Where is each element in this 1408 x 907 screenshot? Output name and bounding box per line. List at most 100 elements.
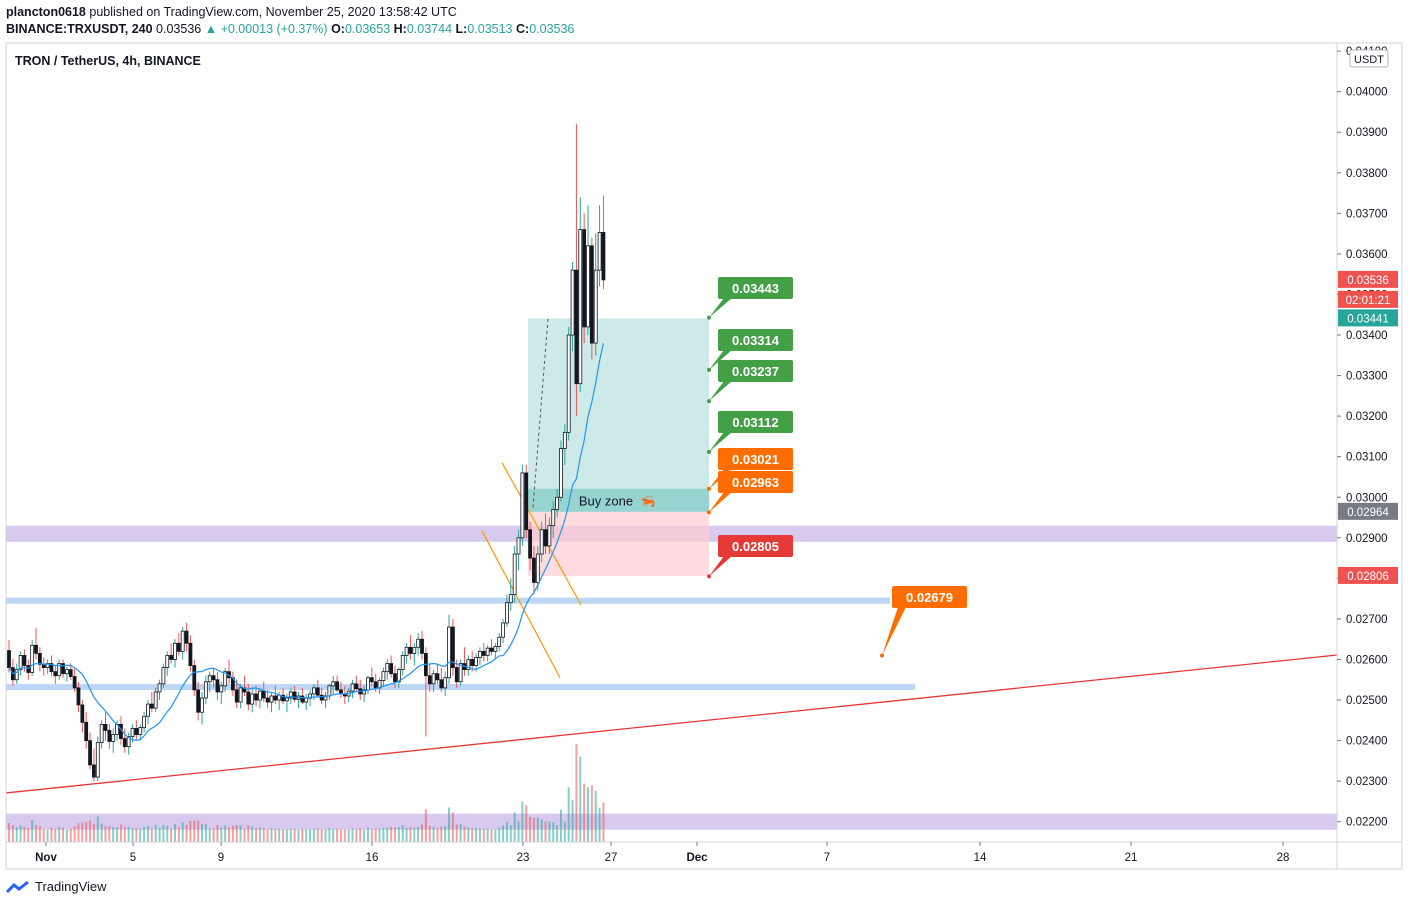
volume-bar [77,823,80,842]
volume-bar [262,827,265,842]
y-tick-label: 0.02600 [1346,654,1388,666]
volume-bar [517,821,520,842]
candle-body [474,657,478,666]
candle-body [481,650,486,656]
volume-bar [544,821,547,842]
volume-bar [598,807,601,842]
candle-body [80,704,85,723]
candle-body [566,334,571,433]
target-label[interactable]: 0.03443 [707,277,793,320]
candle-body [192,665,197,691]
ascending-support-line [5,654,1338,794]
target-box [718,471,793,493]
candle-body [574,269,579,385]
volume-bar [65,829,68,842]
volume-bar [81,822,84,842]
price-badge-text: 0.03441 [1347,313,1389,325]
candle-body [331,681,336,687]
candle-body [396,669,401,683]
candle-body [485,647,490,656]
candle-body [458,663,463,683]
volume-bar [471,828,474,842]
volume-bar [58,826,61,842]
target-label[interactable]: 0.03021 [707,448,793,491]
tradingview-footer[interactable]: TradingView [6,879,107,894]
candle-body [92,764,96,778]
candle-body [273,695,278,701]
volume-bar [463,826,466,842]
volume-bar [351,828,354,842]
candle-body [184,630,189,644]
publisher-name[interactable]: plancton0618 [6,5,86,19]
candle-body [285,697,289,702]
volume-bar [119,824,122,842]
volume-bar [185,825,188,842]
x-tick-label: 7 [824,852,830,864]
candle-body [99,723,104,744]
l-label: L: [455,22,468,36]
footer-brand: TradingView [35,879,107,894]
x-tick-label: 16 [366,852,379,864]
candle-body [520,472,525,539]
volume-bar [270,828,273,842]
volume-bar [251,826,254,842]
volume-bar [359,828,362,842]
candle-body [149,703,154,709]
target-pointer [709,492,732,513]
y-tick-label: 0.03600 [1346,249,1388,261]
projection-line [532,318,549,508]
candle-body [180,630,185,652]
target-label[interactable]: 0.02963 [707,471,793,515]
candle-body [238,687,243,703]
candle-body [207,675,212,683]
volume-bar [440,826,443,842]
target-label[interactable]: 0.03237 [707,360,793,404]
candle-body [88,740,92,766]
target-box [892,586,967,608]
volume-bar [587,787,589,842]
candle-body [493,646,498,652]
volume-bar [521,801,524,842]
candle-body [489,647,494,652]
candle-body [22,655,27,666]
volume-bar [328,828,331,842]
volume-bar [282,829,285,842]
volume-bar [181,822,184,842]
y-tick-label: 0.03400 [1346,330,1388,342]
volume-bar [505,822,508,842]
y-tick-label: 0.03100 [1346,452,1388,464]
volume-bar [575,744,578,842]
volume-bar [166,825,169,842]
target-label[interactable]: 0.02679 [880,586,967,658]
target-box [718,329,793,351]
target-label[interactable]: 0.03112 [707,411,793,454]
y-tick-label: 0.04000 [1346,87,1388,99]
volume-bar [394,827,396,842]
volume-bar [139,828,142,842]
volume-bar [96,816,99,842]
volume-bar [8,823,10,842]
volume-bar [336,828,339,842]
volume-bar [509,825,512,842]
volume-bar [552,822,555,842]
x-tick-label: 23 [517,852,530,864]
candle-body [176,642,181,652]
purple-zone-band [6,813,1337,830]
candle-body [173,642,177,660]
buy-zone [528,488,709,512]
y-tick-label: 0.02500 [1346,695,1388,707]
volume-bar [343,829,346,842]
candle-body [570,269,575,336]
price-badge [1338,566,1398,584]
target-label[interactable]: 0.03314 [707,329,793,372]
target-label[interactable]: 0.02805 [707,535,793,579]
candle-body [281,694,285,702]
candle-body [312,687,316,695]
currency-badge[interactable] [1349,49,1389,68]
candle-body [508,594,513,604]
volume-bar [386,827,389,842]
volume-bar [11,825,14,842]
currency-label: USDT [1354,54,1384,66]
candle-body [300,695,305,703]
